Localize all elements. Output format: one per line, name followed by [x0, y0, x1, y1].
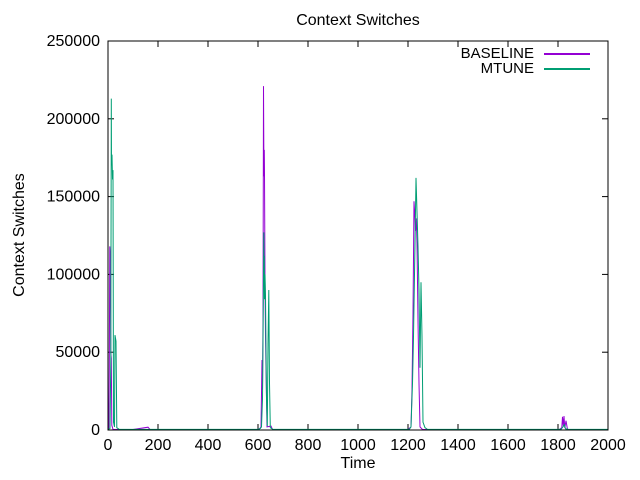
y-tick-label: 100000 — [47, 266, 100, 283]
series-line-mtune — [107, 98, 608, 430]
x-tick-label: 1000 — [340, 437, 376, 454]
x-tick-label: 1600 — [490, 437, 526, 454]
y-tick-label: 50000 — [56, 344, 101, 361]
x-tick-label: 800 — [295, 437, 322, 454]
legend: BASELINE MTUNE — [460, 45, 590, 77]
x-tick-label: 1200 — [390, 437, 426, 454]
legend-line-mtune — [544, 68, 590, 70]
x-tick-label: 1800 — [540, 437, 576, 454]
x-tick-label: 2000 — [590, 437, 626, 454]
x-tick-label: 200 — [145, 437, 172, 454]
y-axis-label: Context Switches — [11, 173, 28, 297]
y-tick-label: 0 — [91, 422, 100, 439]
x-tick-label: 0 — [104, 437, 113, 454]
y-tick-label: 150000 — [47, 189, 100, 206]
legend-label-mtune: MTUNE — [480, 60, 534, 77]
y-tick-label: 250000 — [47, 33, 100, 50]
y-tick-label: 200000 — [47, 111, 100, 128]
plot-border — [107, 40, 609, 431]
legend-entry-baseline: BASELINE — [460, 45, 590, 62]
x-tick-label: 600 — [245, 437, 272, 454]
x-axis-label: Time — [340, 455, 376, 472]
legend-label-baseline: BASELINE — [460, 45, 534, 62]
series-line-baseline — [107, 86, 608, 431]
x-tick-label: 400 — [195, 437, 222, 454]
legend-line-baseline — [544, 53, 590, 55]
chart-title: Context Switches — [296, 12, 420, 29]
x-tick-label: 1400 — [440, 437, 476, 454]
legend-entry-mtune: MTUNE — [461, 60, 590, 77]
